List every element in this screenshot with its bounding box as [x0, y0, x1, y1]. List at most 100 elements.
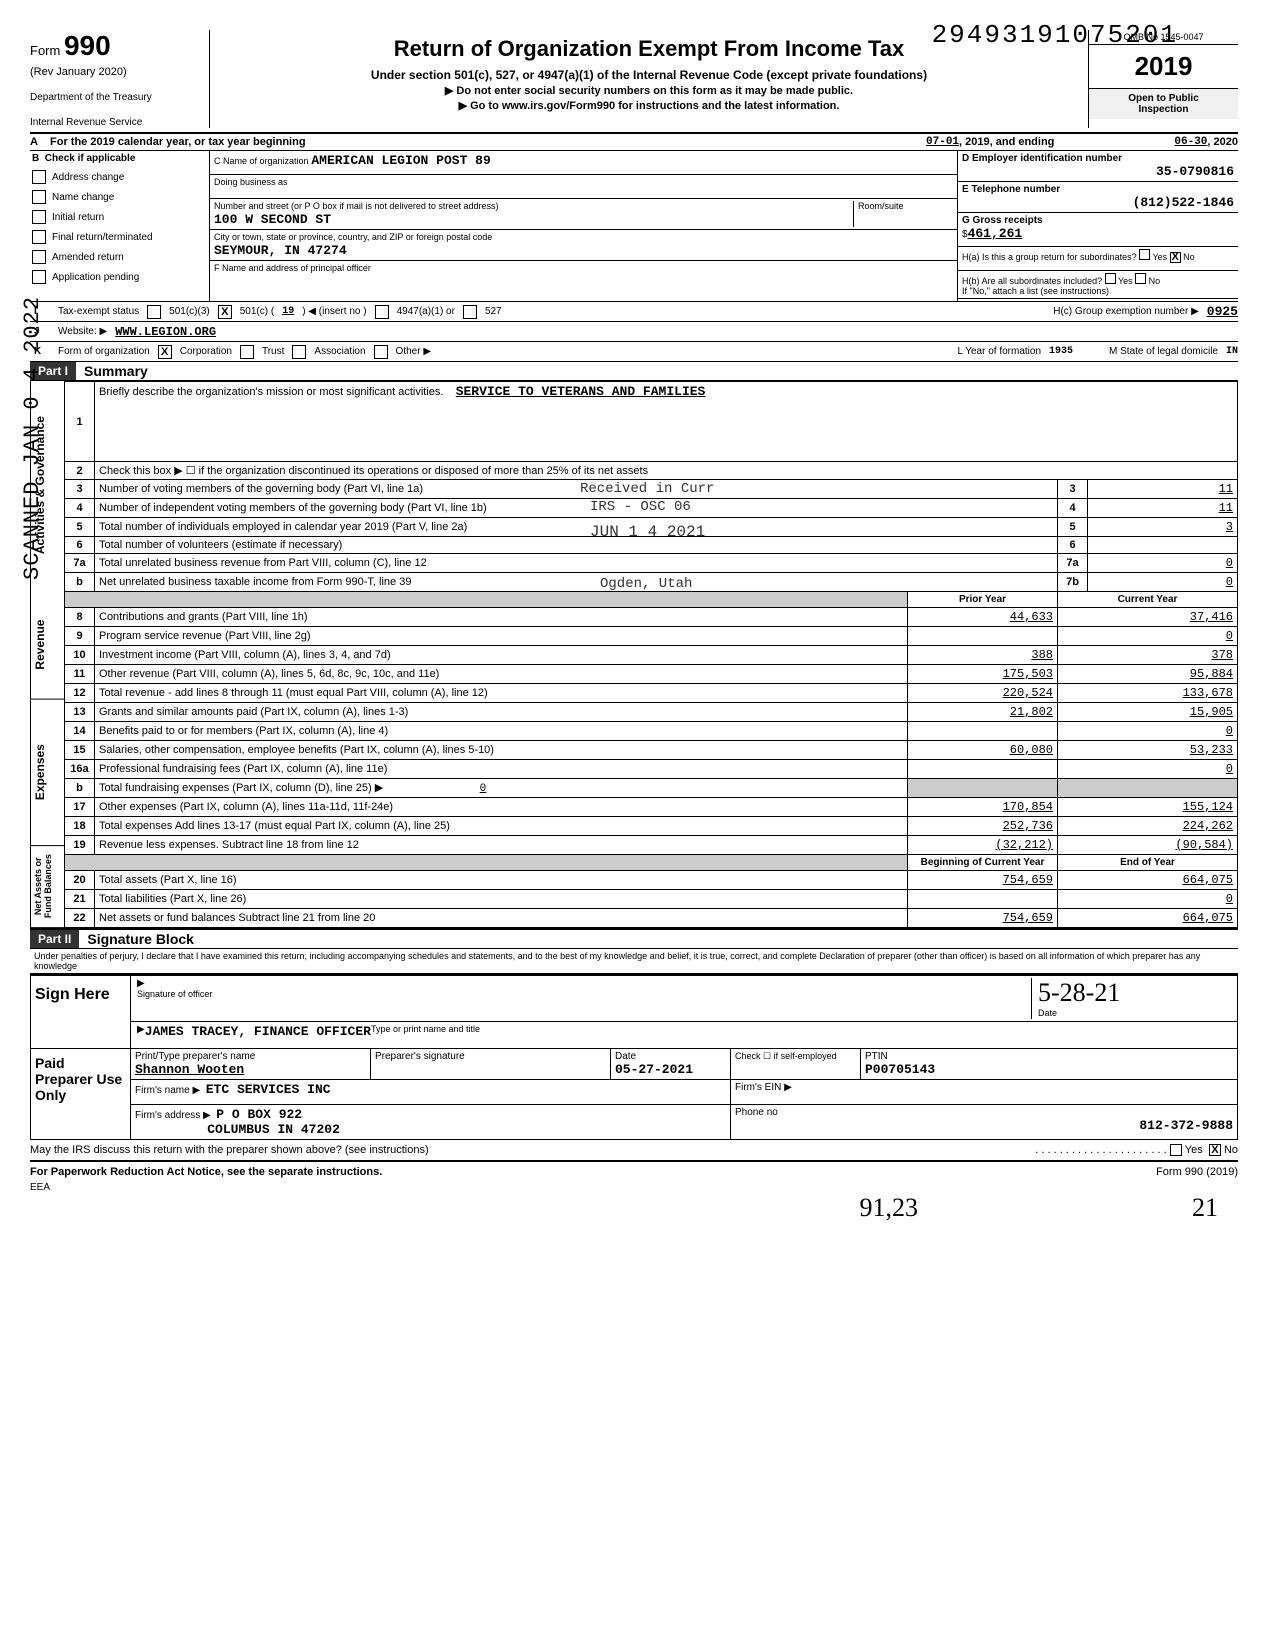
line-19-num: 19 [65, 836, 95, 855]
chk-label-4: Amended return [52, 252, 124, 263]
opt-corp: Corporation [180, 346, 232, 357]
checkbox-final-return[interactable] [32, 230, 46, 244]
row-a-text: For the 2019 calendar year, or tax year … [50, 136, 306, 148]
line-16b-num: b [65, 779, 95, 798]
discuss-yes[interactable] [1170, 1144, 1182, 1156]
line-16a-desc: Professional fundraising fees (Part IX, … [95, 760, 908, 779]
prior-year-header: Prior Year [908, 592, 1058, 608]
checkbox-527[interactable] [463, 305, 477, 319]
checkbox-name-change[interactable] [32, 190, 46, 204]
line-13-desc: Grants and similar amounts paid (Part IX… [95, 703, 908, 722]
hc-label: H(c) Group exemption number ▶ [1053, 306, 1199, 317]
tax-year-end: 06-30 [1174, 136, 1207, 148]
line-9-cy: 0 [1058, 627, 1238, 646]
ha-no[interactable]: X [1170, 252, 1181, 263]
hb-yes[interactable] [1105, 273, 1116, 284]
phone-label: Phone no [735, 1107, 778, 1118]
line-13-cy: 15,905 [1058, 703, 1238, 722]
line-16b-val: 0 [386, 783, 486, 795]
line-12-cy: 133,678 [1058, 684, 1238, 703]
address-label: Number and street (or P O box if mail is… [214, 201, 498, 211]
line-18-cy: 224,262 [1058, 817, 1238, 836]
line-6-val [1088, 537, 1238, 554]
line-6-num: 6 [65, 537, 95, 554]
checkbox-address-change[interactable] [32, 170, 46, 184]
line-6-desc: Total number of volunteers (estimate if … [95, 537, 1058, 554]
checkbox-app-pending[interactable] [32, 270, 46, 284]
checkbox-amended[interactable] [32, 250, 46, 264]
line-2-desc: Check this box ▶ ☐ if the organization d… [95, 462, 1238, 480]
checkbox-501c[interactable]: X [218, 305, 232, 319]
group-exemption-number: 0925 [1207, 304, 1238, 319]
checkbox-corporation[interactable]: X [158, 345, 172, 359]
tax-exempt-label: Tax-exempt status [58, 306, 139, 317]
ptin-label: PTIN [865, 1051, 888, 1062]
line-17-num: 17 [65, 798, 95, 817]
stamp-received-4: Ogden, Utah [600, 576, 692, 592]
line-9-num: 9 [65, 627, 95, 646]
part-2-title: Signature Block [79, 931, 194, 947]
chk-label-2: Initial return [52, 212, 104, 223]
checkbox-4947[interactable] [375, 305, 389, 319]
dept-irs: Internal Revenue Service [30, 117, 203, 128]
line-11-py: 175,503 [908, 665, 1058, 684]
self-employed-label: Check ☐ if self-employed [731, 1049, 861, 1079]
ha-yes[interactable] [1139, 249, 1150, 260]
line-21-cy: 0 [1058, 890, 1238, 909]
check-applicable: Check if applicable [45, 153, 136, 164]
discuss-no[interactable]: X [1209, 1144, 1221, 1156]
line-17-py: 170,854 [908, 798, 1058, 817]
preparer-date: 05-27-2021 [615, 1062, 693, 1077]
row-a-end2: , 2020 [1207, 136, 1238, 148]
tab-expenses: Expenses [30, 700, 64, 846]
street-address: 100 W SECOND ST [214, 212, 331, 227]
gross-receipts-value: 461,261 [968, 226, 1023, 241]
line-12-py: 220,524 [908, 684, 1058, 703]
sign-here-label: Sign Here [31, 976, 131, 1048]
officer-sig-label: Signature of officer [137, 989, 212, 999]
line-7a-num: 7a [65, 554, 95, 573]
instruction-1: ▶ Do not enter social security numbers o… [220, 84, 1078, 97]
checkbox-trust[interactable] [240, 345, 254, 359]
state-domicile-label: M State of legal domicile [1109, 346, 1218, 357]
chk-label-5: Application pending [52, 272, 139, 283]
line-5-num: 5 [65, 518, 95, 537]
pra-notice: For Paperwork Reduction Act Notice, see … [30, 1166, 1156, 1178]
row-a-mid: , 2019, and ending [959, 136, 1054, 148]
checkbox-initial-return[interactable] [32, 210, 46, 224]
line-7b-desc: Net unrelated business taxable income fr… [95, 573, 1058, 592]
line-7b-box: 7b [1058, 573, 1088, 592]
line-20-py: 754,659 [908, 871, 1058, 890]
website-value: WWW.LEGION.ORG [115, 325, 216, 339]
opt-527: 527 [485, 306, 502, 317]
line-4-num: 4 [65, 499, 95, 518]
tax-year: 2019 [1089, 45, 1238, 88]
line-2-num: 2 [65, 462, 95, 480]
telephone-value: (812)522-1846 [962, 195, 1234, 210]
label-b: B [32, 153, 39, 164]
opt-assoc: Association [314, 346, 365, 357]
line-9-desc: Program service revenue (Part VIII, line… [95, 627, 908, 646]
checkbox-501c3[interactable] [147, 305, 161, 319]
year-formation: 1935 [1049, 346, 1073, 357]
officer-name: JAMES TRACEY, FINANCE OFFICER [145, 1024, 371, 1046]
line-4-box: 4 [1058, 499, 1088, 518]
firm-name: ETC SERVICES INC [206, 1082, 331, 1097]
line-17-desc: Other expenses (Part IX, column (A), lin… [95, 798, 908, 817]
line-7a-val: 0 [1088, 554, 1238, 573]
line-15-py: 60,080 [908, 741, 1058, 760]
row-a: A For the 2019 calendar year, or tax yea… [30, 134, 1238, 151]
open-public-1: Open to Public [1128, 93, 1199, 104]
line-14-py [908, 722, 1058, 741]
line-19-cy: (90,584) [1058, 836, 1238, 855]
line-10-num: 10 [65, 646, 95, 665]
line-11-desc: Other revenue (Part VIII, column (A), li… [95, 665, 908, 684]
dept-treasury: Department of the Treasury [30, 92, 203, 103]
preparer-date-label: Date [615, 1051, 636, 1062]
line-7a-box: 7a [1058, 554, 1088, 573]
checkbox-other[interactable] [374, 345, 388, 359]
hb-no[interactable] [1135, 273, 1146, 284]
form-label: Form [30, 43, 60, 58]
checkbox-association[interactable] [292, 345, 306, 359]
ptin-value: P00705143 [865, 1062, 935, 1077]
